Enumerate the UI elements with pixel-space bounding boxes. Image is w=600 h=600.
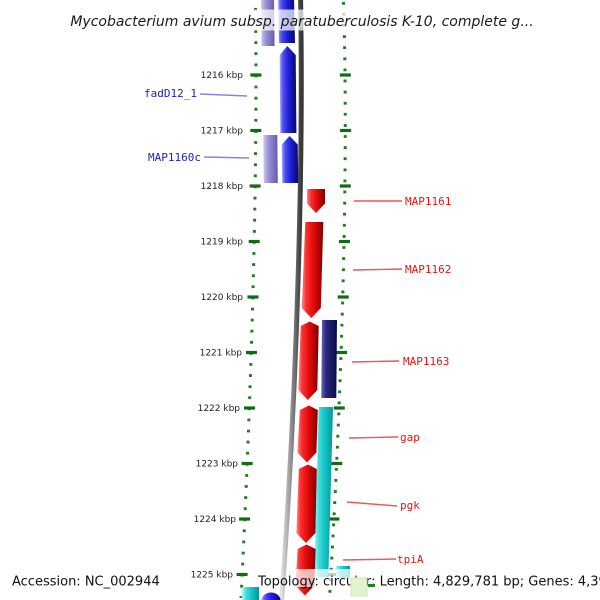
label-connector-MAP1162	[352, 268, 403, 271]
feature-palegreen-fragment	[350, 577, 368, 597]
accession-text: Accession: NC_002944	[12, 575, 160, 590]
scale-label: 1217 kbp	[201, 127, 244, 137]
scale-label: 1225 kbp	[191, 571, 234, 581]
gene-label-gap[interactable]: gap	[400, 431, 420, 444]
gene-label-MAP1160c[interactable]: MAP1160c	[148, 151, 201, 164]
stray-tick	[368, 584, 375, 587]
gene-MAP1163	[298, 321, 319, 400]
map-title: Mycobacterium avium subsp. paratuberculo…	[70, 14, 533, 30]
label-connector-gap	[348, 436, 399, 439]
scale-label: 1216 kbp	[201, 71, 244, 81]
gene-label-fadD12_1[interactable]: fadD12_1	[144, 87, 197, 100]
scale-label: 1221 kbp	[200, 349, 243, 359]
gene-gap	[297, 405, 318, 463]
gene-label-MAP1163[interactable]: MAP1163	[403, 355, 449, 368]
gene-pgk	[296, 464, 317, 543]
scale-label: 1218 kbp	[201, 182, 244, 192]
feature-cyan-strip	[314, 407, 333, 577]
gene-track-forward	[295, 189, 350, 596]
scale-label: 1223 kbp	[196, 460, 239, 470]
bottom-edge-fragments	[242, 577, 375, 600]
gene-MAP1161	[307, 189, 325, 213]
scale-labels: 1216 kbp 1217 kbp 1218 kbp 1219 kbp 1220…	[191, 71, 244, 581]
gene-fadD12_1	[279, 46, 297, 133]
gene-label-MAP1162[interactable]: MAP1162	[405, 263, 451, 276]
gene-MAP1162	[301, 222, 324, 318]
minor-ticks-right	[328, 1, 347, 599]
scale-label: 1222 kbp	[198, 404, 241, 414]
gene-label-pgk[interactable]: pgk	[400, 499, 420, 512]
scale-label: 1220 kbp	[201, 293, 244, 303]
feature-blue-ellipse-fragment	[261, 592, 281, 600]
gene-label-MAP1161[interactable]: MAP1161	[405, 195, 451, 208]
label-connector-pgk	[346, 501, 398, 507]
footer-backdrop	[292, 569, 600, 587]
scale-label: 1219 kbp	[201, 238, 244, 248]
label-connector-MAP1160c	[203, 156, 250, 159]
gene-MAP1160c	[281, 136, 299, 183]
major-ticks-left	[236, 73, 262, 577]
label-connector-MAP1163	[351, 360, 400, 363]
gene-label-tpiA[interactable]: tpiA	[397, 553, 424, 566]
title-backdrop	[62, 9, 540, 31]
label-connector-tpiA	[342, 558, 397, 561]
feature-navy-MAP1163	[321, 320, 337, 398]
feature-cyan-bottom-fragment	[242, 587, 259, 600]
scale-label: 1224 kbp	[194, 515, 237, 525]
genome-backbone	[279, 0, 304, 600]
feature-purple-MAP1160c	[263, 135, 278, 183]
label-connector-fadD12_1	[199, 93, 248, 97]
topology-text: Topology: circular; Length: 4,829,781 bp…	[257, 575, 600, 590]
